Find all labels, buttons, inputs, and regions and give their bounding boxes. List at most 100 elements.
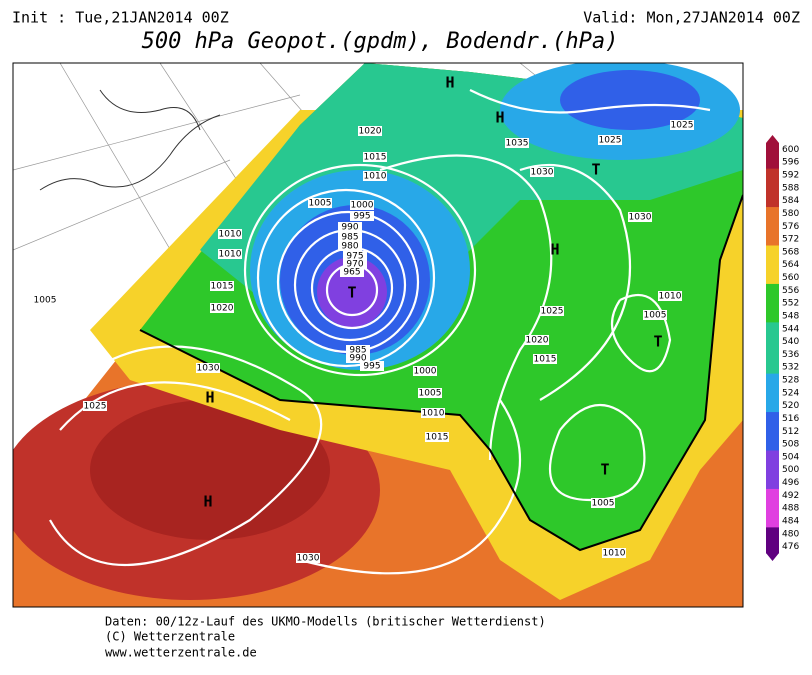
isobar-label: 975 (346, 252, 363, 262)
isobar-label: 1020 (359, 127, 382, 137)
label-bg (425, 432, 449, 442)
colorbar-swatch (766, 501, 779, 516)
colorbar-label: 576 (782, 222, 799, 232)
colorbar-label: 560 (782, 273, 799, 283)
colorbar-swatch (766, 296, 779, 311)
colorbar-label: 588 (782, 183, 799, 193)
isobar-label: 1015 (364, 153, 387, 163)
label-bg (343, 251, 367, 261)
colorbar-label: 480 (782, 529, 799, 539)
colorbar-label: 504 (782, 452, 799, 462)
colorbar-swatch (766, 540, 779, 554)
colorbar-label: 516 (782, 414, 799, 424)
label-bg (33, 295, 57, 305)
colorbar-swatch (766, 245, 779, 259)
pressure-center: T (600, 461, 609, 479)
isobar-label: 990 (341, 223, 358, 233)
isobar-label: 1025 (599, 136, 622, 146)
colorbar-label: 596 (782, 158, 799, 168)
label-bg (346, 353, 370, 363)
colorbar: 600 596 592 588 584 580 576 572 568 564 560 556 552 5… (766, 135, 799, 561)
colorbar-swatch (766, 373, 779, 387)
colorbar-swatch (766, 219, 779, 234)
colorbar-label: 488 (782, 504, 799, 514)
colorbar-label: 552 (782, 299, 799, 309)
label-bg (338, 222, 362, 232)
colorbar-label: 524 (782, 388, 799, 398)
colorbar-label: 528 (782, 376, 799, 386)
pressure-center: H (203, 493, 212, 511)
colorbar-label: 568 (782, 247, 799, 257)
isobar-label: 980 (341, 242, 358, 252)
colorbar-label: 556 (782, 286, 799, 296)
pressure-center: T (653, 333, 662, 351)
isobar-label: 1005 (644, 311, 667, 321)
isobar-label: 1020 (526, 336, 549, 346)
isobar-label: 1030 (629, 213, 652, 223)
colorbar-swatch (766, 463, 779, 477)
isobar-label: 1010 (219, 250, 242, 260)
label-bg (602, 548, 626, 558)
isobar-label: 1005 (309, 199, 332, 209)
label-bg (340, 267, 364, 277)
colorbar-label: 584 (782, 196, 799, 206)
label-bg (413, 366, 437, 376)
label-bg (338, 232, 362, 242)
label-bg (296, 553, 320, 563)
map-title: 500 hPa Geopot.(gpdm), Bodendr.(hPa) (142, 29, 619, 54)
colorbar-label: 532 (782, 363, 799, 373)
colorbar-swatch (766, 168, 779, 182)
pressure-center: T (591, 161, 600, 179)
isobar-label: 990 (349, 354, 366, 364)
contour-552 (139, 194, 743, 552)
label-bg (418, 388, 442, 398)
colorbar-swatch (766, 322, 779, 336)
isobar-label: 985 (341, 233, 358, 243)
colorbar-swatch (766, 271, 779, 285)
isobar-label: 985 (349, 346, 366, 356)
isobar-label: 1030 (197, 364, 220, 374)
colorbar-label: 520 (782, 401, 799, 411)
colorbar-swatch (766, 335, 779, 349)
label-bg (363, 171, 387, 181)
purple-low (317, 257, 387, 327)
label-bg (343, 259, 367, 269)
blue-ne (560, 70, 700, 130)
label-bg (670, 120, 694, 130)
map-labels: H H 1020 1035 1025 1025 T 1015 1010 1030 1030 1005 1… (33, 74, 694, 564)
colorbar-label: 484 (782, 516, 799, 526)
label-bg (308, 198, 332, 208)
footer-line: www.wetterzentrale.de (105, 646, 257, 660)
colorbar-swatch (766, 181, 779, 195)
colorbar-swatch (766, 258, 779, 272)
label-bg (358, 126, 382, 136)
colorbar-swatch (766, 143, 779, 157)
footer-line: (C) Wetterzentrale (105, 630, 235, 644)
pressure-center: H (495, 109, 504, 127)
isobar-label: 1010 (603, 549, 626, 559)
isobar-label: 1010 (364, 172, 387, 182)
label-bg (533, 354, 557, 364)
colorbar-label: 600 (782, 145, 799, 155)
label-bg (218, 229, 242, 239)
colorbar-end (766, 135, 779, 143)
isobar-label: 1015 (211, 282, 234, 292)
colorbar-swatch (766, 424, 779, 439)
pressure-center: H (205, 389, 214, 407)
colorbar-swatch (766, 207, 779, 221)
colorbar-swatch (766, 360, 779, 375)
colorbar-swatch (766, 232, 779, 246)
label-bg (598, 135, 622, 145)
isobar-label: 1015 (426, 433, 449, 443)
label-bg (210, 281, 234, 291)
map-frame (12, 62, 744, 608)
warm-core (90, 400, 330, 540)
valid-time: Valid: Mon,27JAN2014 00Z (583, 9, 800, 27)
map: H H 1020 1035 1025 1025 T 1015 1010 1030 1030 1005 1… (13, 63, 743, 607)
colorbar-end (766, 553, 779, 561)
isobar-label: 1010 (219, 230, 242, 240)
colorbar-label: 500 (782, 465, 799, 475)
colorbar-label: 580 (782, 209, 799, 219)
isobar-label: 1010 (422, 409, 445, 419)
